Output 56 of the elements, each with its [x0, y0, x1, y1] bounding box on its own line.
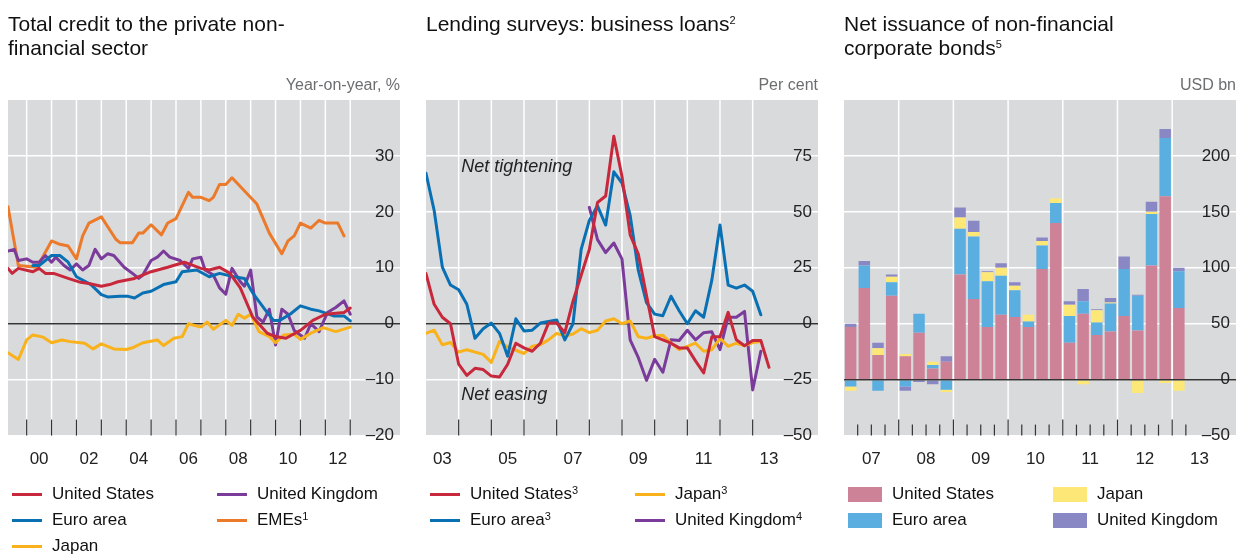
y-tick-label: 30 [375, 145, 394, 165]
legend-label: Euro area$^{3}$ [470, 509, 551, 531]
legend-label: United Kingdom$^{4}$ [675, 509, 803, 531]
y-tick-label: 150 [1201, 201, 1230, 221]
legend-label: EMEs$^{1}$ [257, 509, 309, 531]
x-tick-label: 03 [432, 449, 452, 469]
legend-label: United States [52, 483, 155, 505]
annotation: Net tightening [461, 156, 573, 177]
x-tick-label: 08 [228, 449, 248, 469]
x-tick-label: 12 [1135, 449, 1155, 469]
x-tick-label: 00 [29, 449, 49, 469]
x-tick-label: 04 [129, 449, 149, 469]
y-tick-label: –50 [783, 425, 812, 445]
annotation: Net easing [461, 384, 548, 405]
legend-label: United States [892, 483, 995, 505]
x-tick-label: 11 [1081, 449, 1099, 469]
y-tick-label: 75 [793, 145, 812, 165]
y-tick-label: –25 [783, 369, 812, 389]
legend-label: Japan [52, 535, 99, 556]
y-tick-label: 200 [1201, 145, 1230, 165]
x-tick-label: 11 [694, 449, 713, 469]
x-tick-label: 13 [1190, 449, 1209, 469]
legend-label: United States$^{3}$ [470, 483, 579, 505]
legend-label: Euro area [892, 509, 967, 531]
y-tick-label: 50 [1211, 313, 1230, 333]
y-tick-label: –50 [1201, 425, 1230, 445]
y-axis-title: Year-on-year, % [284, 76, 400, 94]
x-tick-label: 06 [178, 449, 198, 469]
x-tick-label: 09 [628, 449, 648, 469]
y-axis-title: USD bn [1178, 76, 1236, 94]
x-tick-label: 13 [759, 449, 779, 469]
y-tick-label: –10 [365, 369, 394, 389]
x-tick-label: 10 [278, 449, 298, 469]
x-tick-label: 07 [563, 449, 583, 469]
y-tick-label: 50 [793, 201, 812, 221]
x-tick-label: 08 [916, 449, 936, 469]
y-tick-label: –20 [365, 425, 394, 445]
legend-label: Euro area [52, 509, 127, 531]
x-tick-label: 09 [971, 449, 991, 469]
y-tick-label: 10 [375, 257, 394, 277]
chart-title: Total credit to the private non-financial sector [8, 12, 286, 60]
y-tick-label: 20 [375, 201, 394, 221]
chart-title: Lending surveys: business loans$^{2}$ [426, 12, 737, 36]
legend-label: Japan [1097, 483, 1144, 505]
y-tick-label: 100 [1201, 257, 1230, 277]
y-tick-label: 25 [793, 257, 812, 277]
legend-label: United Kingdom [257, 483, 378, 505]
legend-label: Japan$^{3}$ [675, 483, 728, 505]
x-tick-label: 10 [1025, 449, 1045, 469]
x-tick-label: 07 [861, 449, 881, 469]
chart-title: Net issuance of non-financial corporate bonds$^{5}$ [844, 12, 1115, 60]
y-axis-title: Per cent [757, 76, 818, 94]
x-tick-label: 12 [328, 449, 348, 469]
x-tick-label: 02 [79, 449, 99, 469]
x-tick-label: 05 [498, 449, 518, 469]
legend-label: United Kingdom [1097, 509, 1218, 531]
